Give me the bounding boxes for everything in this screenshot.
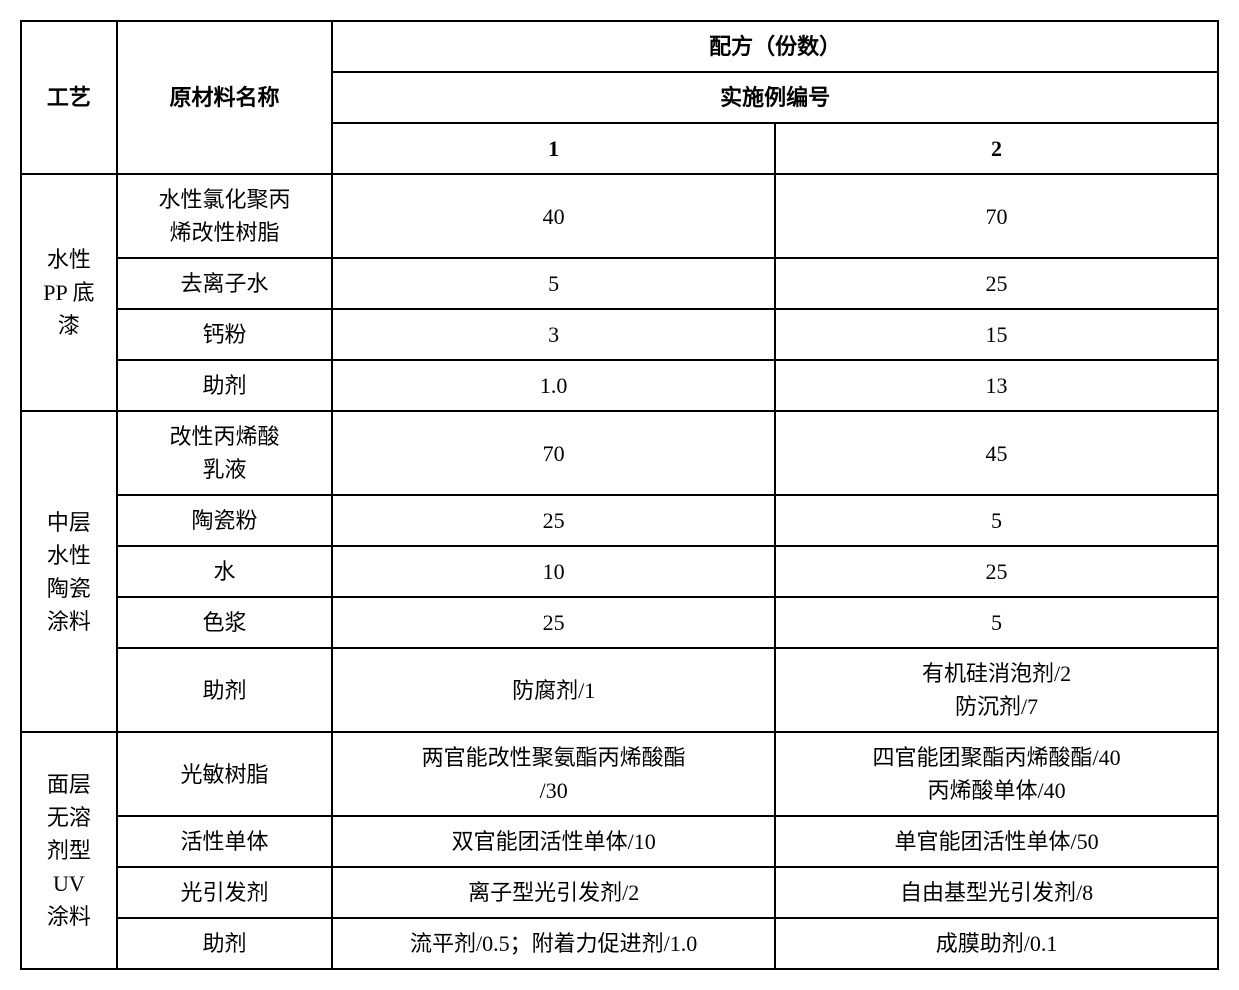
value-cell-2: 5 xyxy=(775,597,1218,648)
formula-table: 工艺 原材料名称 配方（份数） 实施例编号 1 2 水性PP 底漆水性氯化聚丙烯… xyxy=(20,20,1219,970)
value-cell-2: 25 xyxy=(775,258,1218,309)
table-row: 助剂1.013 xyxy=(21,360,1218,411)
header-col1: 1 xyxy=(332,123,775,174)
process-cell: 中层水性陶瓷涂料 xyxy=(21,411,117,732)
value-cell-2: 70 xyxy=(775,174,1218,258)
table-body: 水性PP 底漆水性氯化聚丙烯改性树脂4070去离子水525钙粉315助剂1.01… xyxy=(21,174,1218,969)
material-cell: 光引发剂 xyxy=(117,867,332,918)
material-cell: 光敏树脂 xyxy=(117,732,332,816)
process-cell: 面层无溶剂型UV涂料 xyxy=(21,732,117,969)
value-cell-2: 单官能团活性单体/50 xyxy=(775,816,1218,867)
table-row: 光引发剂离子型光引发剂/2自由基型光引发剂/8 xyxy=(21,867,1218,918)
material-cell: 助剂 xyxy=(117,648,332,732)
value-cell-1: 70 xyxy=(332,411,775,495)
value-cell-1: 3 xyxy=(332,309,775,360)
material-cell: 钙粉 xyxy=(117,309,332,360)
value-cell-2: 13 xyxy=(775,360,1218,411)
value-cell-1: 两官能改性聚氨酯丙烯酸酯/30 xyxy=(332,732,775,816)
table-row: 水性PP 底漆水性氯化聚丙烯改性树脂4070 xyxy=(21,174,1218,258)
process-cell: 水性PP 底漆 xyxy=(21,174,117,411)
material-cell: 去离子水 xyxy=(117,258,332,309)
header-process: 工艺 xyxy=(21,21,117,174)
material-cell: 助剂 xyxy=(117,360,332,411)
value-cell-1: 1.0 xyxy=(332,360,775,411)
header-example: 实施例编号 xyxy=(332,72,1218,123)
table-row: 陶瓷粉255 xyxy=(21,495,1218,546)
table-row: 去离子水525 xyxy=(21,258,1218,309)
table-row: 面层无溶剂型UV涂料光敏树脂两官能改性聚氨酯丙烯酸酯/30四官能团聚酯丙烯酸酯/… xyxy=(21,732,1218,816)
header-formula: 配方（份数） xyxy=(332,21,1218,72)
value-cell-2: 25 xyxy=(775,546,1218,597)
header-col2: 2 xyxy=(775,123,1218,174)
table-row: 助剂防腐剂/1有机硅消泡剂/2防沉剂/7 xyxy=(21,648,1218,732)
table-row: 助剂流平剂/0.5；附着力促进剂/1.0成膜助剂/0.1 xyxy=(21,918,1218,969)
value-cell-1: 离子型光引发剂/2 xyxy=(332,867,775,918)
value-cell-1: 流平剂/0.5；附着力促进剂/1.0 xyxy=(332,918,775,969)
material-cell: 水 xyxy=(117,546,332,597)
value-cell-1: 双官能团活性单体/10 xyxy=(332,816,775,867)
value-cell-1: 防腐剂/1 xyxy=(332,648,775,732)
material-cell: 陶瓷粉 xyxy=(117,495,332,546)
table-row: 活性单体双官能团活性单体/10单官能团活性单体/50 xyxy=(21,816,1218,867)
value-cell-2: 自由基型光引发剂/8 xyxy=(775,867,1218,918)
material-cell: 改性丙烯酸乳液 xyxy=(117,411,332,495)
value-cell-1: 25 xyxy=(332,495,775,546)
value-cell-1: 5 xyxy=(332,258,775,309)
material-cell: 活性单体 xyxy=(117,816,332,867)
material-cell: 色浆 xyxy=(117,597,332,648)
table-row: 中层水性陶瓷涂料改性丙烯酸乳液7045 xyxy=(21,411,1218,495)
value-cell-2: 15 xyxy=(775,309,1218,360)
table-row: 色浆255 xyxy=(21,597,1218,648)
header-material: 原材料名称 xyxy=(117,21,332,174)
value-cell-2: 45 xyxy=(775,411,1218,495)
value-cell-2: 有机硅消泡剂/2防沉剂/7 xyxy=(775,648,1218,732)
value-cell-1: 10 xyxy=(332,546,775,597)
value-cell-2: 四官能团聚酯丙烯酸酯/40丙烯酸单体/40 xyxy=(775,732,1218,816)
value-cell-1: 25 xyxy=(332,597,775,648)
table-row: 钙粉315 xyxy=(21,309,1218,360)
value-cell-2: 5 xyxy=(775,495,1218,546)
value-cell-2: 成膜助剂/0.1 xyxy=(775,918,1218,969)
value-cell-1: 40 xyxy=(332,174,775,258)
material-cell: 水性氯化聚丙烯改性树脂 xyxy=(117,174,332,258)
material-cell: 助剂 xyxy=(117,918,332,969)
table-row: 水1025 xyxy=(21,546,1218,597)
